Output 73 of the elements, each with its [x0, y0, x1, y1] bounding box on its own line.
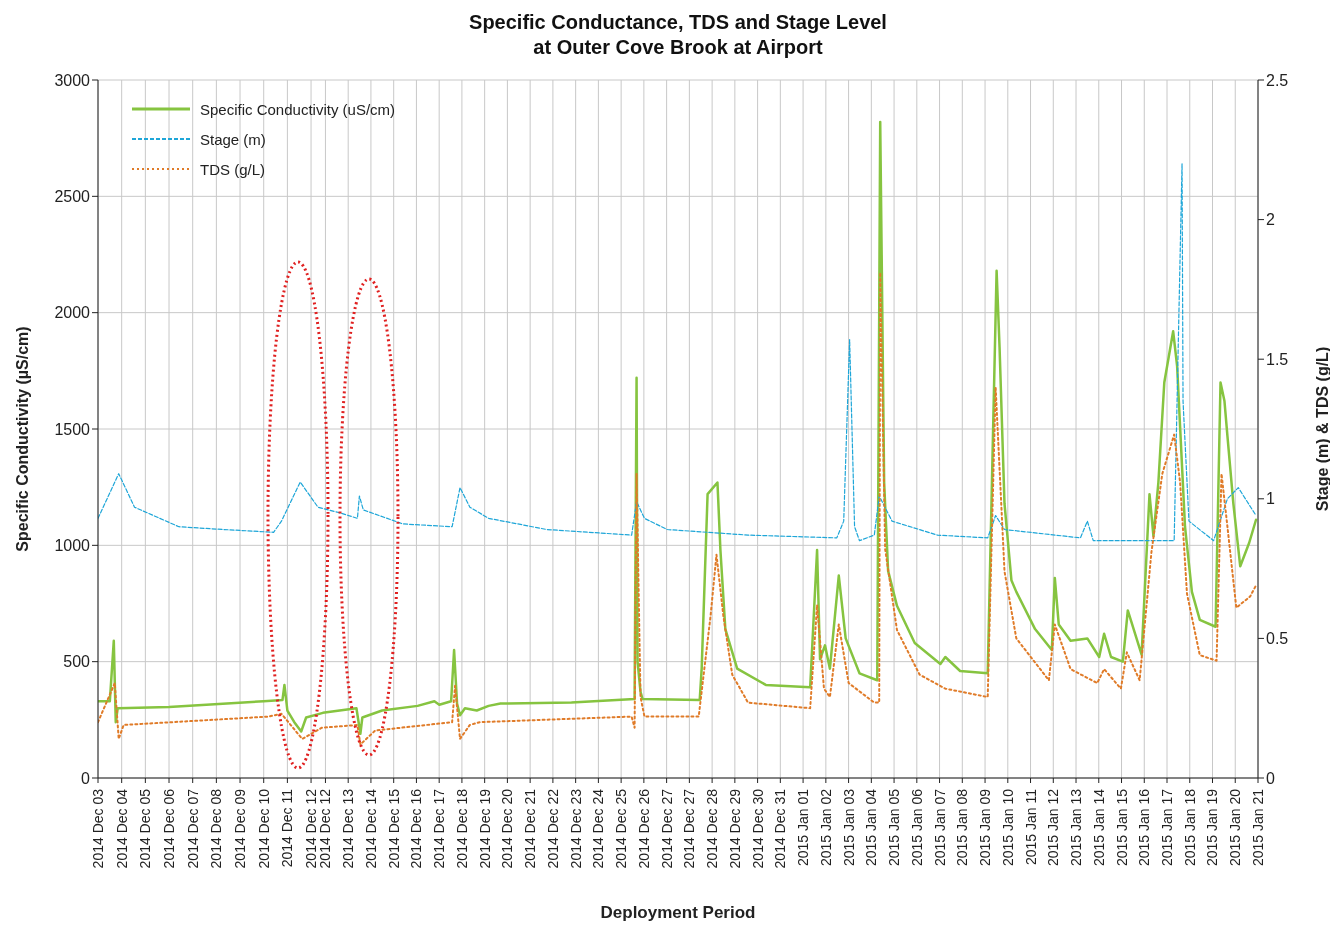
line-series: [98, 163, 1257, 542]
x-tick-label: 2015 Jan 06: [908, 788, 925, 867]
x-tick-label: 2014 Dec 12: [317, 788, 334, 869]
y2-tick-label: 1.5: [1266, 350, 1289, 368]
y-axis-title: Specific Conductivity (µS/cm): [13, 326, 31, 552]
x-tick-label: 2015 Jan 13: [1068, 788, 1085, 867]
x-tick-label: 2014 Dec 18: [453, 788, 470, 869]
x-tick-label: 2015 Jan 04: [863, 788, 880, 867]
x-tick-label: 2014 Dec 10: [255, 788, 272, 869]
x-tick-label: 2014 Dec 21: [522, 788, 539, 869]
x-tick-label: 2014 Dec 16: [408, 788, 425, 869]
x-tick-label: 2014 Dec 17: [431, 788, 448, 869]
x-tick-label: 2015 Jan 18: [1181, 788, 1198, 867]
x-tick-label: 2014 Dec 22: [544, 788, 561, 869]
x-tick-label: 2014 Dec 06: [161, 788, 178, 869]
y2-tick-label: 2: [1266, 211, 1275, 229]
x-tick-label: 2014 Dec 27: [681, 788, 698, 869]
y-tick-label: 3000: [54, 71, 91, 89]
y-tick-label: 2000: [54, 304, 91, 322]
x-tick-label: 2014 Dec 29: [726, 788, 743, 869]
x-tick-label: 2015 Jan 08: [954, 788, 971, 867]
x-tick-label: 2015 Jan 17: [1159, 788, 1176, 867]
x-tick-label: 2014 Dec 14: [362, 788, 379, 869]
y-tick-label: 1000: [54, 537, 91, 555]
x-tick-label: 2014 Dec 07: [184, 788, 201, 869]
x-tick-label: 2015 Jan 07: [931, 788, 948, 867]
chart-title: Specific Conductance, TDS and Stage Level at Outer Cove Brook at Airport: [468, 10, 888, 60]
legend-label: Specific Conductivity (uS/cm): [200, 100, 396, 118]
legend-label: Stage (m): [200, 130, 266, 148]
x-tick-label: 2014 Dec 25: [613, 788, 630, 869]
x-tick-label: 2014 Dec 20: [499, 788, 516, 869]
x-tick-label: 2014 Dec 12: [303, 788, 320, 869]
x-tick-label: 2015 Jan 14: [1090, 788, 1107, 867]
x-tick-label: 2015 Jan 20: [1227, 788, 1244, 867]
x-tick-label: 2015 Jan 11: [1022, 788, 1039, 866]
x-tick-label: 2014 Dec 08: [208, 788, 225, 869]
y-tick-label: 2500: [54, 188, 91, 206]
x-tick-label: 2014 Dec 24: [590, 788, 607, 869]
y-tick-label: 0: [81, 769, 91, 787]
y-tick-label: 500: [63, 653, 91, 671]
x-tick-label: 2015 Jan 15: [1113, 788, 1130, 867]
x-tick-label: 2014 Dec 13: [340, 788, 357, 869]
x-tick-label: 2014 Dec 31: [772, 788, 789, 869]
x-tick-label: 2015 Jan 16: [1136, 788, 1153, 867]
x-tick-label: 2014 Dec 30: [749, 788, 766, 869]
x-tick-label: 2015 Jan 12: [1045, 788, 1062, 867]
y2-tick-label: 0.5: [1266, 630, 1289, 648]
line-series: [98, 271, 1258, 746]
y2-tick-label: 0: [1266, 769, 1275, 787]
x-tick-label: 2015 Jan 03: [840, 788, 857, 867]
x-tick-label: 2014 Dec 26: [635, 788, 652, 869]
y-tick-label: 1500: [54, 420, 91, 438]
y2-tick-label: 1: [1266, 490, 1275, 508]
x-tick-label: 2014 Dec 04: [113, 788, 130, 869]
x-tick-label: 2015 Jan 02: [817, 788, 834, 867]
x-tick-label: 2015 Jan 01: [795, 788, 812, 867]
x-tick-label: 2014 Dec 05: [137, 788, 154, 869]
y2-tick-label: 2.5: [1266, 71, 1289, 89]
x-tick-label: 2014 Dec 28: [704, 788, 721, 869]
x-tick-label: 2015 Jan 05: [886, 788, 903, 867]
x-tick-label: 2014 Dec 11: [279, 788, 296, 868]
x-tick-label: 2015 Jan 21: [1250, 788, 1266, 867]
x-tick-label: 2014 Dec 03: [90, 788, 106, 869]
x-tick-label: 2014 Dec 23: [567, 788, 584, 869]
x-tick-label: 2015 Jan 19: [1204, 788, 1221, 867]
x-tick-label: 2015 Jan 10: [999, 788, 1016, 867]
x-tick-label: 2014 Dec 15: [385, 788, 402, 869]
x-tick-label: 2014 Dec 09: [232, 788, 249, 869]
x-tick-label: 2015 Jan 09: [977, 788, 994, 867]
x-tick-label: 2014 Dec 27: [658, 788, 675, 869]
x-axis-title: Deployment Period: [600, 903, 756, 922]
legend-label: TDS (g/L): [200, 160, 266, 178]
x-tick-label: 2014 Dec 19: [476, 788, 493, 869]
